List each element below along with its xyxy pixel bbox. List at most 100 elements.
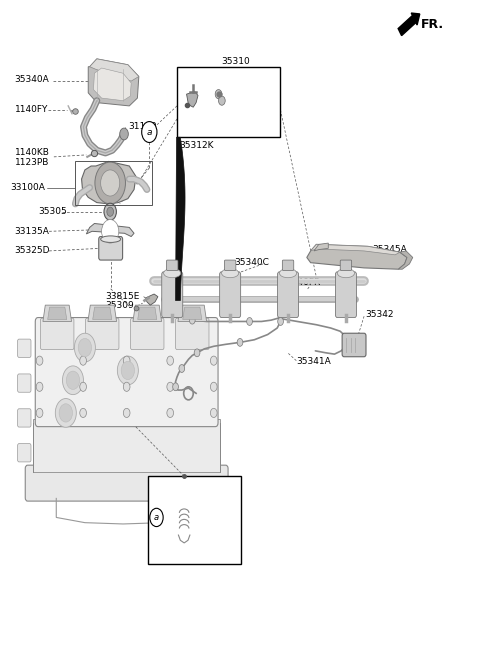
FancyBboxPatch shape [162, 272, 183, 318]
Circle shape [55, 399, 76, 427]
Circle shape [121, 361, 134, 380]
Text: 33815E: 33815E [106, 292, 140, 301]
Polygon shape [90, 59, 139, 81]
Polygon shape [94, 68, 131, 100]
FancyBboxPatch shape [85, 318, 119, 350]
Text: 35342: 35342 [365, 310, 394, 319]
Circle shape [80, 382, 86, 392]
Circle shape [36, 408, 43, 417]
Text: 35305: 35305 [38, 207, 67, 216]
Text: 33135A: 33135A [15, 227, 49, 236]
Polygon shape [138, 307, 157, 319]
FancyBboxPatch shape [177, 67, 280, 137]
FancyBboxPatch shape [342, 333, 366, 357]
Circle shape [190, 316, 195, 324]
Polygon shape [43, 305, 72, 321]
FancyBboxPatch shape [40, 318, 74, 350]
Polygon shape [187, 92, 198, 107]
Polygon shape [307, 245, 407, 269]
FancyBboxPatch shape [220, 272, 240, 318]
Circle shape [194, 349, 200, 357]
Circle shape [36, 356, 43, 365]
FancyBboxPatch shape [25, 465, 228, 501]
Circle shape [123, 382, 130, 392]
FancyBboxPatch shape [131, 318, 164, 350]
FancyBboxPatch shape [35, 318, 218, 426]
Circle shape [278, 318, 283, 325]
Circle shape [150, 508, 163, 527]
FancyBboxPatch shape [176, 318, 209, 350]
Circle shape [173, 383, 179, 391]
Circle shape [167, 356, 174, 365]
Text: 35340C: 35340C [234, 258, 269, 267]
FancyBboxPatch shape [18, 443, 31, 462]
Circle shape [120, 128, 128, 140]
Circle shape [210, 382, 217, 392]
Circle shape [80, 356, 86, 365]
Circle shape [215, 90, 222, 98]
Polygon shape [93, 307, 112, 319]
Polygon shape [82, 161, 136, 204]
Circle shape [117, 356, 138, 385]
Text: 33100A: 33100A [10, 183, 45, 192]
FancyBboxPatch shape [99, 237, 122, 260]
Circle shape [167, 382, 174, 392]
Circle shape [101, 170, 120, 196]
FancyBboxPatch shape [340, 260, 352, 270]
Circle shape [247, 318, 252, 325]
Polygon shape [88, 305, 117, 321]
Circle shape [74, 333, 96, 362]
Circle shape [66, 371, 80, 390]
Circle shape [62, 366, 84, 395]
Polygon shape [183, 307, 202, 319]
Text: 31140: 31140 [128, 122, 156, 131]
Circle shape [167, 408, 174, 417]
Polygon shape [178, 305, 206, 321]
Circle shape [95, 162, 125, 204]
Circle shape [104, 203, 116, 220]
Ellipse shape [222, 268, 239, 277]
Text: a: a [154, 513, 159, 522]
Text: FR.: FR. [421, 18, 444, 31]
Text: 35345A: 35345A [372, 245, 408, 254]
Circle shape [107, 207, 114, 216]
FancyBboxPatch shape [282, 260, 294, 270]
Text: 31337F: 31337F [168, 513, 201, 522]
Circle shape [78, 338, 92, 357]
Circle shape [237, 338, 243, 346]
FancyBboxPatch shape [225, 260, 236, 270]
Polygon shape [398, 251, 413, 269]
Circle shape [179, 365, 185, 373]
Text: 35341A: 35341A [296, 358, 331, 367]
Text: 1140KB: 1140KB [15, 148, 49, 157]
Circle shape [210, 356, 217, 365]
Ellipse shape [337, 268, 355, 277]
Text: 35309: 35309 [106, 301, 134, 310]
FancyBboxPatch shape [336, 272, 357, 318]
Text: 35312K: 35312K [180, 140, 214, 150]
Text: 1140FY: 1140FY [15, 105, 48, 113]
Circle shape [142, 121, 157, 142]
Text: 35310: 35310 [221, 57, 250, 66]
FancyArrow shape [398, 13, 420, 35]
Circle shape [210, 408, 217, 417]
Ellipse shape [101, 236, 120, 243]
Ellipse shape [164, 268, 181, 277]
Text: a: a [146, 127, 152, 136]
Text: 1140FR: 1140FR [287, 277, 321, 287]
Text: 1123PB: 1123PB [15, 157, 49, 167]
FancyBboxPatch shape [34, 419, 220, 472]
FancyBboxPatch shape [277, 272, 299, 318]
Polygon shape [314, 243, 328, 251]
Polygon shape [88, 59, 139, 106]
FancyBboxPatch shape [18, 374, 31, 392]
FancyBboxPatch shape [18, 339, 31, 358]
Ellipse shape [279, 268, 297, 277]
Polygon shape [311, 245, 400, 255]
FancyBboxPatch shape [18, 409, 31, 427]
Polygon shape [133, 305, 162, 321]
Polygon shape [48, 307, 67, 319]
Text: 35340A: 35340A [15, 75, 49, 84]
Polygon shape [176, 137, 185, 300]
Circle shape [36, 382, 43, 392]
